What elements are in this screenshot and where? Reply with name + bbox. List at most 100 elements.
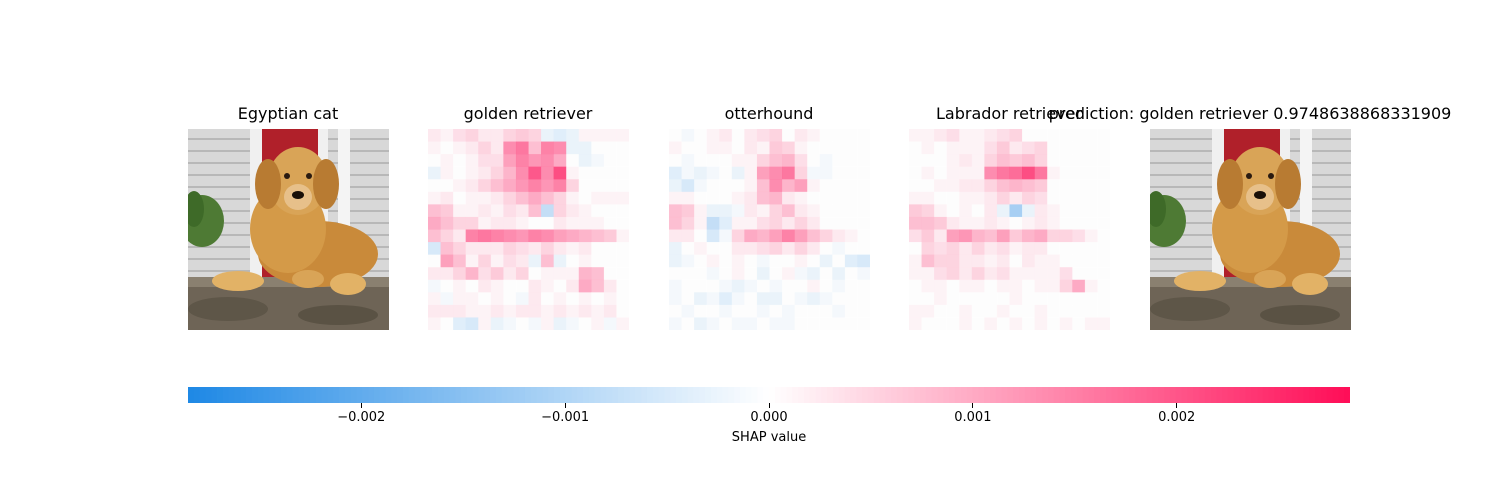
heatmap-cell: [528, 317, 542, 330]
heatmap-cell: [503, 154, 517, 167]
heatmap-cell: [566, 191, 580, 205]
colorbar-segment: [827, 387, 834, 403]
colorbar-segment: [931, 387, 938, 403]
heatmap-cell: [807, 229, 821, 243]
heatmap-cell: [719, 179, 733, 193]
heatmap-cell: [1097, 191, 1110, 205]
heatmap-cell: [528, 254, 542, 268]
heatmap-cell: [909, 242, 922, 255]
heatmap-cell: [440, 267, 454, 281]
heatmap-cell: [959, 292, 973, 306]
heatmap-cell: [1034, 242, 1048, 255]
heatmap-cell: [959, 279, 973, 293]
heatmap-cell: [782, 179, 795, 193]
colorbar-segment: [478, 387, 485, 403]
heatmap-cell: [490, 179, 504, 193]
heatmap-cell: [1059, 242, 1073, 255]
colorbar-segment: [1320, 387, 1328, 403]
colorbar-segment: [920, 387, 927, 403]
heatmap-cell: [694, 141, 707, 155]
colorbar-segment: [1245, 387, 1252, 403]
colorbar-segment: [280, 387, 288, 403]
heatmap-cell: [1072, 129, 1086, 142]
colorbar-segment: [466, 387, 474, 403]
heatmap-cell: [971, 129, 985, 142]
heatmap-cell: [921, 216, 935, 230]
heatmap-cell: [503, 179, 517, 193]
colorbar-segment: [373, 387, 381, 403]
heatmap-cell: [832, 216, 846, 230]
heatmap-cell: [428, 242, 441, 255]
heatmap-cell: [819, 229, 833, 243]
colorbar-segment: [745, 387, 752, 403]
heatmap-cell: [744, 292, 758, 306]
heatmap-cell: [478, 179, 492, 193]
heatmap-cell: [553, 267, 567, 281]
heatmap-cell: [921, 242, 935, 255]
colorbar-segment: [681, 387, 689, 403]
colorbar-segment: [327, 387, 334, 403]
colorbar-segment: [949, 387, 956, 403]
heatmap-cell: [909, 216, 922, 230]
heatmap-cell: [428, 141, 441, 155]
heatmap-cell: [934, 154, 947, 167]
heatmap-cell: [541, 154, 554, 167]
heatmap-cell: [1034, 254, 1048, 268]
heatmap-cell: [921, 317, 935, 330]
heatmap-cell: [490, 204, 504, 218]
colorbar-segment: [1158, 387, 1165, 403]
heatmap-cell: [669, 229, 682, 243]
heatmap-cell: [669, 317, 682, 330]
heatmap-cell: [984, 166, 998, 180]
heatmap-cell: [453, 254, 466, 268]
heatmap-cell: [921, 154, 935, 167]
heatmap-cell: [857, 141, 870, 155]
heatmap-cell: [478, 191, 492, 205]
colorbar-segment: [803, 387, 811, 403]
colorbar-segment: [588, 387, 596, 403]
colorbar-segment: [310, 387, 317, 403]
heatmap-cell: [541, 179, 554, 193]
heatmap-cell: [984, 242, 998, 255]
heatmap-cell: [971, 166, 985, 180]
heatmap-cell: [959, 267, 973, 281]
colorbar-tick-label: −0.002: [337, 410, 386, 425]
colorbar-segment: [908, 387, 915, 403]
heatmap-cell: [782, 229, 795, 243]
heatmap-cell: [1072, 216, 1086, 230]
heatmap-cell: [909, 166, 922, 180]
heatmap-cell: [1022, 317, 1035, 330]
heatmap-cell: [528, 279, 542, 293]
heatmap-cell: [1034, 292, 1048, 306]
colorbar-segment: [257, 387, 264, 403]
heatmap-cell: [1097, 304, 1110, 318]
colorbar-segment: [751, 387, 758, 403]
colorbar-segment: [1216, 387, 1223, 403]
heatmap-cell: [1022, 229, 1035, 243]
heatmap-cell: [959, 317, 973, 330]
heatmap-cell: [1034, 304, 1048, 318]
heatmap-cell: [807, 317, 821, 330]
heatmap-cell: [844, 279, 858, 293]
heatmap-cell: [553, 304, 567, 318]
heatmap-cell: [844, 242, 858, 255]
heatmap-cell: [541, 166, 554, 180]
heatmap-cell: [503, 279, 517, 293]
heatmap-cell: [984, 304, 998, 318]
heatmap-cell: [794, 191, 808, 205]
heatmap-cell: [541, 279, 554, 293]
heatmap-cell: [857, 267, 870, 281]
heatmap-cell: [1072, 317, 1086, 330]
heatmap-cell: [959, 216, 973, 230]
colorbar-segment: [646, 387, 654, 403]
heatmap-cell: [1022, 179, 1035, 193]
heatmap-cell: [744, 129, 758, 142]
heatmap-cell: [857, 292, 870, 306]
colorbar-segment: [275, 387, 282, 403]
colorbar-segment: [943, 387, 950, 403]
heatmap-cell: [996, 129, 1010, 142]
heatmap-cell: [1084, 154, 1098, 167]
heatmap-cell: [566, 129, 580, 142]
heatmap-cell: [1072, 191, 1086, 205]
colorbar-segment: [1007, 387, 1014, 403]
